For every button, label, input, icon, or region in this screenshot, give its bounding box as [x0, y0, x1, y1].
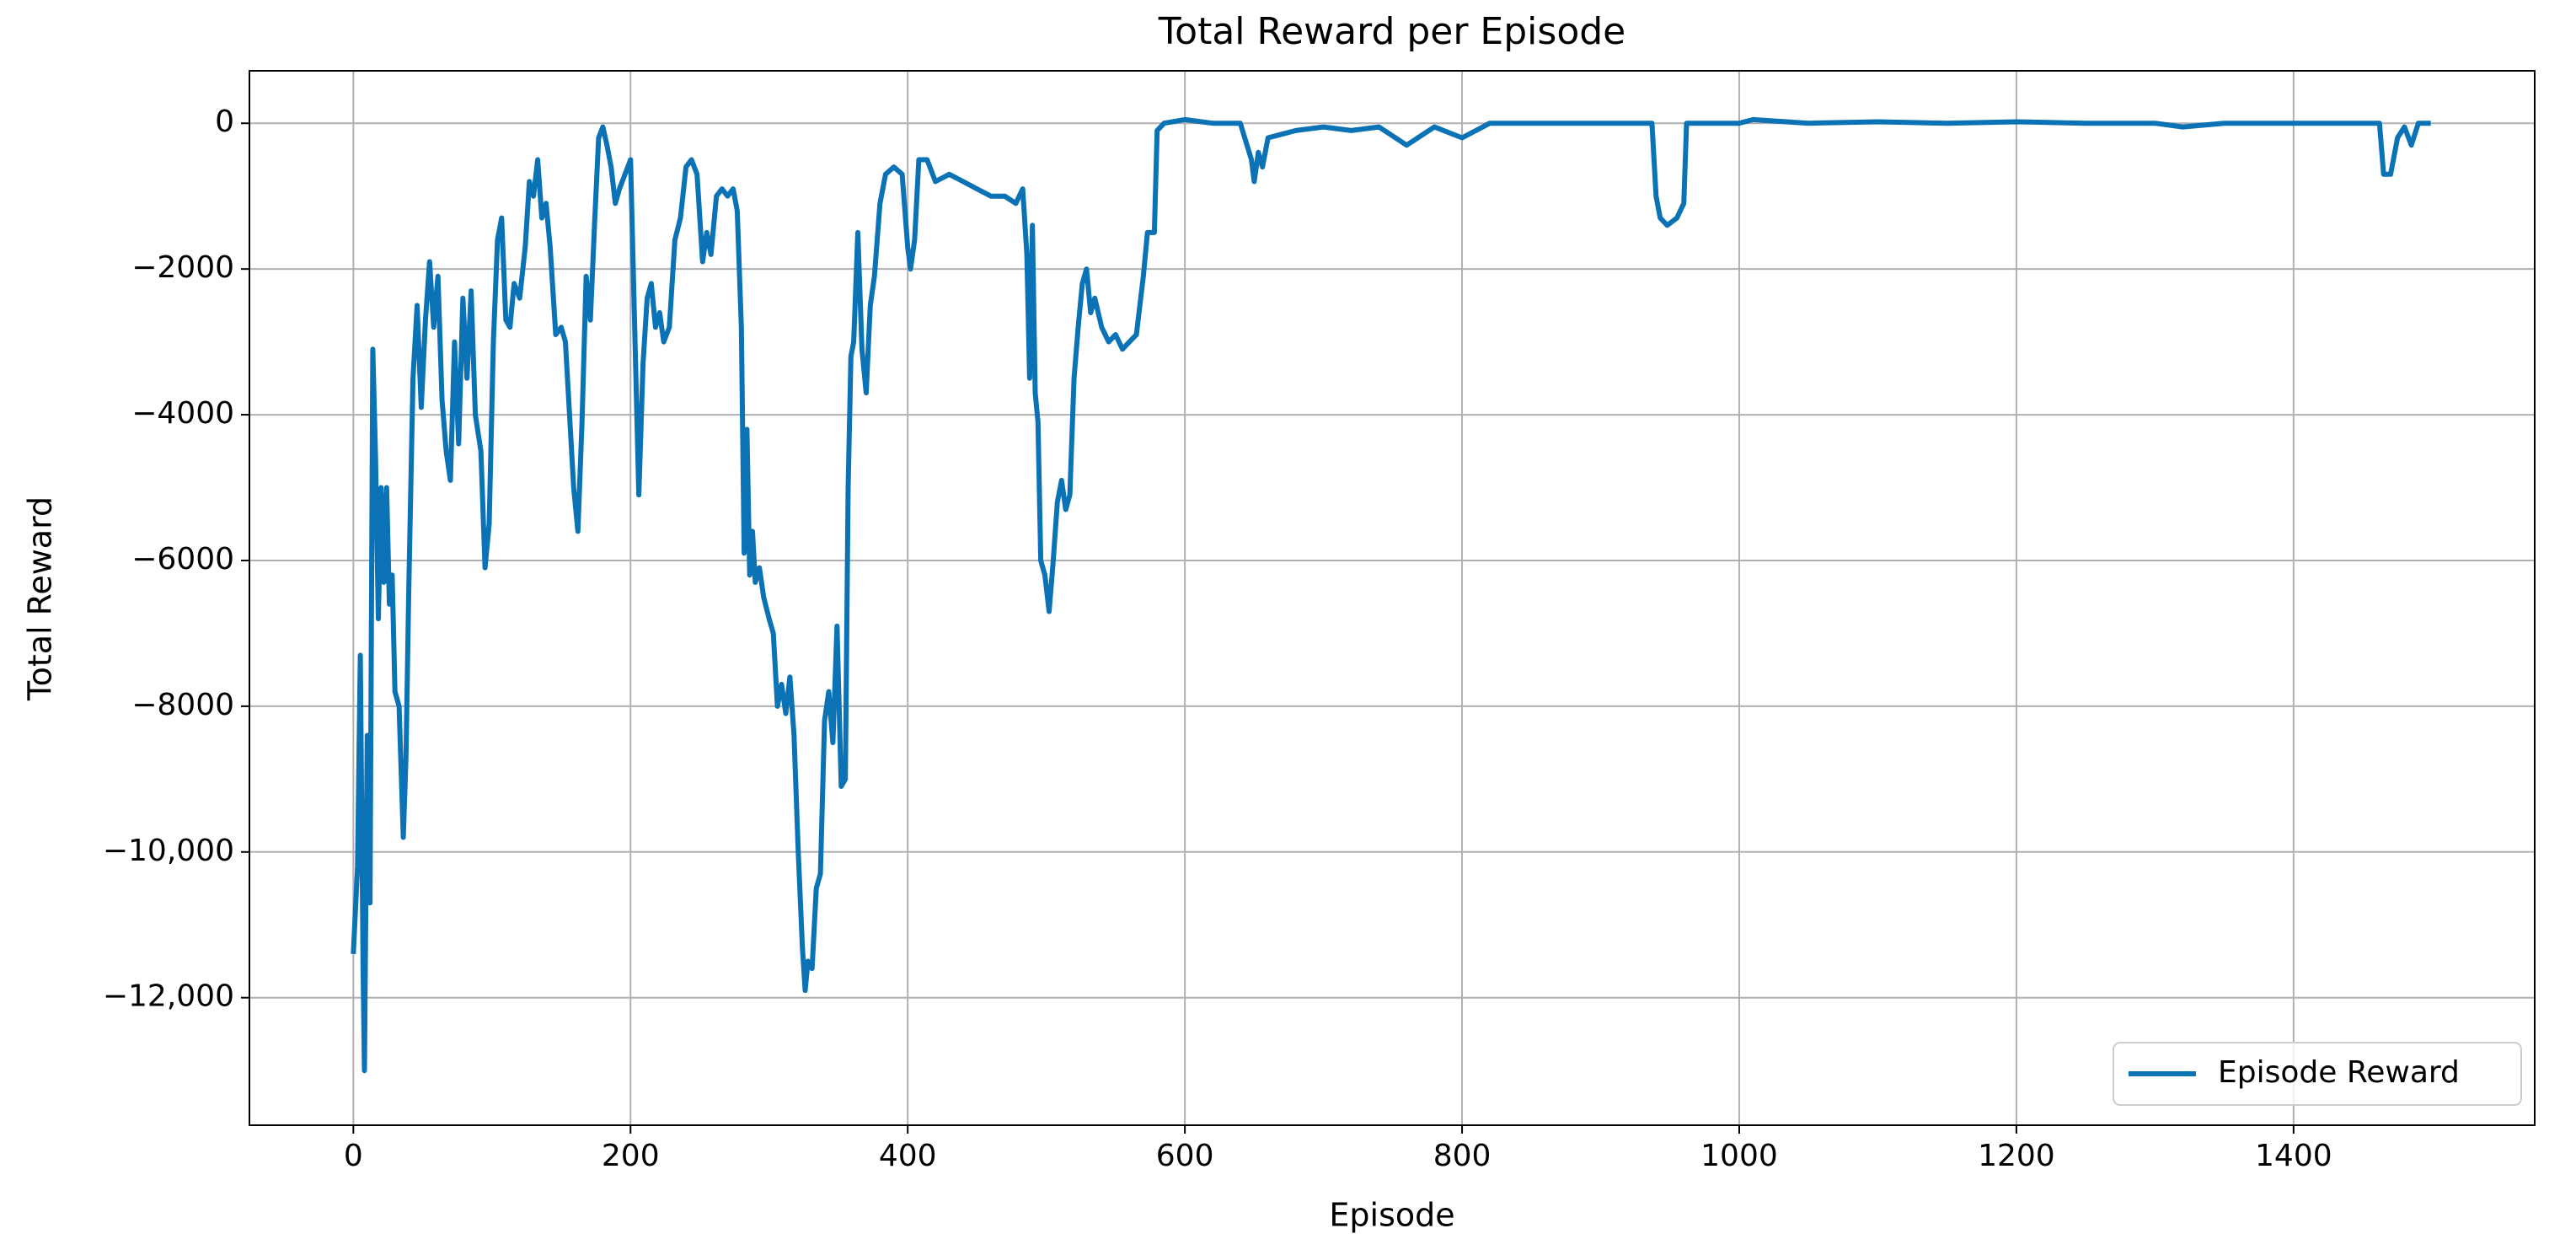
- chart-title: Total Reward per Episode: [1158, 10, 1625, 53]
- y-tick-label: −12,000: [103, 979, 234, 1014]
- x-tick-label: 600: [1156, 1139, 1214, 1173]
- y-tick-label: −2000: [131, 250, 234, 285]
- x-tick-label: 1400: [2255, 1139, 2332, 1173]
- x-tick-label: 800: [1433, 1139, 1492, 1173]
- y-tick-label: 0: [215, 105, 234, 139]
- y-tick-label: −4000: [131, 396, 234, 431]
- x-tick-label: 400: [879, 1139, 937, 1173]
- x-tick-label: 200: [602, 1139, 660, 1173]
- y-tick-label: −10,000: [103, 834, 234, 868]
- legend-label: Episode Reward: [2218, 1055, 2460, 1090]
- plot-frame: [249, 70, 2536, 1126]
- x-tick-label: 0: [344, 1139, 363, 1173]
- x-tick-label: 1000: [1700, 1139, 1778, 1173]
- data-line: [351, 116, 2431, 1074]
- y-tick-label: −6000: [131, 542, 234, 577]
- x-axis-label: Episode: [1329, 1197, 1454, 1234]
- y-axis-label: Total Reward: [22, 496, 59, 701]
- x-tick-label: 1200: [1978, 1139, 2055, 1173]
- y-tick-label: −8000: [131, 688, 234, 722]
- legend-box: [2113, 1042, 2522, 1106]
